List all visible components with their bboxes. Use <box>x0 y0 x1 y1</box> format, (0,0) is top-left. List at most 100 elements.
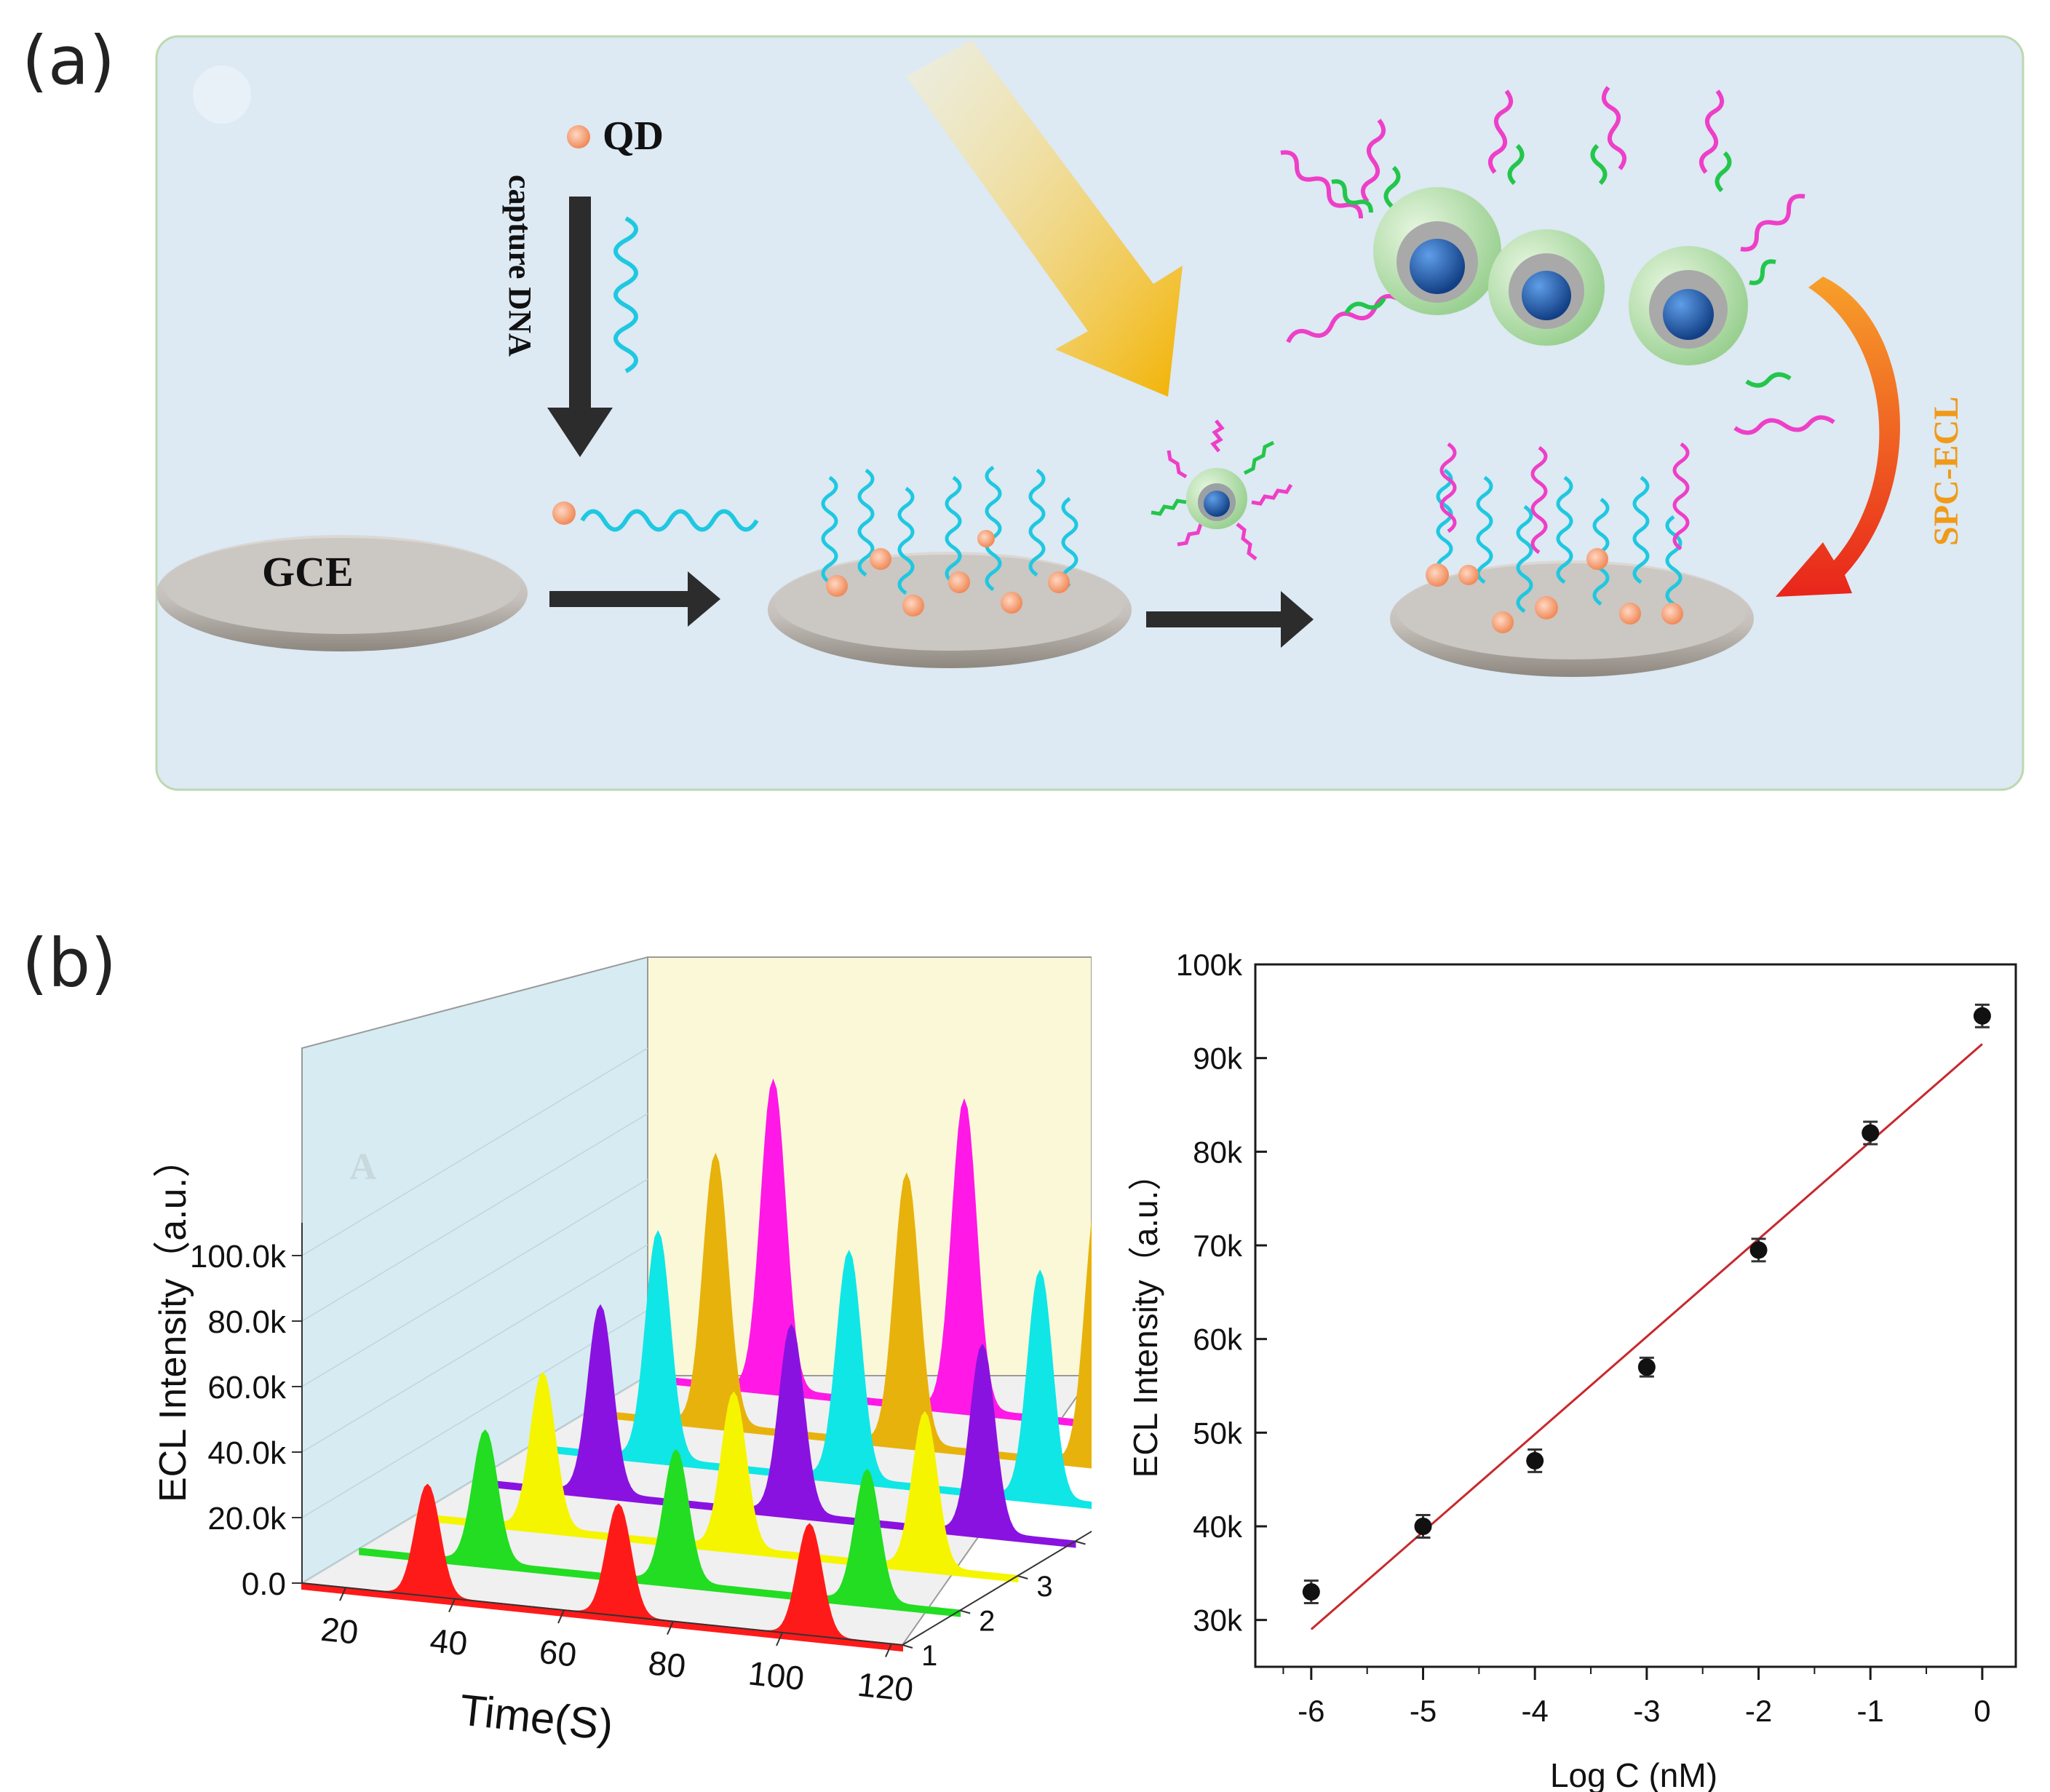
calibration-y-tick-label: 30k <box>1193 1603 1243 1638</box>
spc-ecl-curved-arrow <box>1776 277 1900 597</box>
light-arrow <box>906 40 1183 397</box>
calibration-y-tick-label: 90k <box>1193 1042 1243 1076</box>
waterfall-x-tick <box>339 1587 346 1601</box>
capture-dna-label: capture DNA <box>502 175 538 357</box>
calibration-point <box>1526 1451 1544 1470</box>
calibration-point <box>1749 1241 1768 1259</box>
waterfall-x-tick-label: 80 <box>647 1644 688 1685</box>
step1-arrow-shaft <box>549 591 695 607</box>
calibration-y-tick-label: 40k <box>1193 1510 1243 1544</box>
calibration-point <box>1862 1124 1880 1142</box>
waterfall-wall-gridline <box>301 1113 648 1322</box>
waterfall-x-tick-label: 100 <box>747 1654 806 1697</box>
waterfall-series-5 <box>531 1229 1092 1510</box>
waterfall-x-tick <box>667 1621 674 1635</box>
probe-particle-small <box>1151 419 1293 560</box>
calibration-y-tick-label: 70k <box>1193 1229 1243 1263</box>
calibration-point <box>1637 1358 1656 1376</box>
waterfall-x-tick-label: 60 <box>538 1633 579 1674</box>
waterfall-series-1 <box>301 1483 903 1652</box>
waterfall-z-tick-label: 2 <box>979 1606 995 1638</box>
waterfall-series-4 <box>474 1304 1076 1548</box>
calibration-y-tick-label: 60k <box>1193 1323 1243 1357</box>
capture-dna-horizontal <box>580 509 759 532</box>
waterfall-series <box>301 1078 1092 1652</box>
qd-legend-label: QD <box>603 114 664 159</box>
waterfall-x-tick <box>776 1632 783 1646</box>
calibration-x-tick-label: 0 <box>1974 1694 1990 1728</box>
calibration-x-tick-label: -1 <box>1857 1694 1884 1728</box>
probe-particle-3 <box>1629 90 1835 435</box>
calibration-y-tick-label: 50k <box>1193 1416 1243 1450</box>
waterfall-chart: A 0.0 20.0k 40.0k 60.0k 80.0k 100.0k 20 40 60 80 1… <box>152 956 1092 1750</box>
waterfall-series-2 <box>359 1429 961 1617</box>
waterfall-x-title: Time(S) <box>458 1685 616 1750</box>
waterfall-x-tick-label: 120 <box>856 1665 915 1709</box>
panel-a-scheme: QD capture DNA GCE <box>155 35 2025 791</box>
calibration-plot-frame <box>1254 963 2017 1668</box>
waterfall-y-tick-label: 60.0k <box>207 1370 287 1406</box>
waterfall-series-6 <box>589 1152 1092 1469</box>
waterfall-x-tick <box>885 1644 892 1657</box>
waterfall-z-tick-label: 1 <box>921 1640 937 1672</box>
vertical-arrow-head <box>547 408 613 457</box>
calibration-x-tick-label: -3 <box>1633 1694 1660 1728</box>
waterfall-y-tick-label: 40.0k <box>207 1435 287 1471</box>
waterfall-z-tick <box>959 1609 971 1614</box>
waterfall-y-tick-label: 80.0k <box>207 1304 287 1340</box>
calibration-y-tick-label: 80k <box>1193 1135 1243 1169</box>
waterfall-z-tick <box>1017 1575 1028 1579</box>
probe-particle-2 <box>1488 86 1626 346</box>
waterfall-x-tick-label: 40 <box>429 1621 469 1662</box>
gce-electrode-top <box>164 538 520 634</box>
calibration-point <box>1973 1007 1991 1025</box>
step2-arrow-head <box>1281 591 1314 648</box>
capture-dna-layer-3 <box>1436 468 1682 614</box>
gce-label: GCE <box>262 548 354 595</box>
waterfall-y-title: ECL Intensity（a.u.） <box>152 1140 194 1502</box>
waterfall-watermark: A <box>349 1146 377 1188</box>
calibration-chart: 30k 40k 50k 60k 70k 80k 90k 100k -6 -5 -4 -3 -2 -1 0 E… <box>1127 948 2017 1792</box>
capture-dna-layer <box>821 465 1078 595</box>
calibration-x-title: Log C (nM) <box>1550 1756 1717 1792</box>
waterfall-axes: 0.0 20.0k 40.0k 60.0k 80.0k 100.0k 20 40 60 80 100… <box>190 1223 1092 1708</box>
waterfall-z-tick <box>1075 1540 1086 1545</box>
waterfall-x-axis <box>301 1582 903 1646</box>
scheme-background <box>155 35 2025 791</box>
waterfall-series-3 <box>416 1371 1019 1583</box>
qd-dot <box>552 501 576 525</box>
calibration-y-tick-label: 100k <box>1176 948 1243 982</box>
waterfall-z-tick <box>902 1644 913 1649</box>
panel-b-label: (b) <box>22 924 117 1002</box>
calibration-point <box>1414 1518 1432 1535</box>
probe-particle-1 <box>1280 119 1501 344</box>
calibration-y-title: ECL Intensity（a.u.） <box>1127 1157 1164 1478</box>
waterfall-y-tick-label: 0.0 <box>242 1566 286 1602</box>
gce-electrode-assembled-top <box>1397 563 1747 659</box>
waterfall-series-7 <box>647 1078 1092 1428</box>
panel-a-label: (a) <box>22 22 116 100</box>
spc-ecl-label: SPC-ECL <box>1927 397 1966 546</box>
capture-dna-strand-icon <box>613 216 638 373</box>
gce-electrode-modified-top <box>775 555 1124 651</box>
qd-layer-3 <box>1426 548 1683 633</box>
calibration-points <box>1302 1003 1991 1605</box>
waterfall-wall-gridline <box>301 1178 648 1387</box>
waterfall-z-tick-label: 3 <box>1036 1571 1052 1603</box>
step2-arrow-shaft <box>1146 611 1288 627</box>
waterfall-wall-gridline <box>301 1047 648 1256</box>
calibration-x-tick-label: -6 <box>1298 1694 1324 1728</box>
calibration-x-tick-label: -4 <box>1522 1694 1549 1728</box>
waterfall-x-tick <box>448 1598 456 1613</box>
waterfall-wall-gridline <box>301 1309 648 1518</box>
calibration-point <box>1302 1583 1320 1601</box>
step1-arrow-head <box>688 571 720 627</box>
waterfall-x-tick-label: 20 <box>319 1610 360 1652</box>
calibration-x-tick-label: -2 <box>1745 1694 1772 1728</box>
vertical-arrow-shaft <box>569 197 591 415</box>
waterfall-x-tick <box>557 1609 565 1624</box>
waterfall-wall-gridline <box>301 1244 648 1453</box>
qd-layer <box>826 530 1070 617</box>
calibration-x-tick-label: -5 <box>1410 1694 1437 1728</box>
waterfall-y-tick-label: 100.0k <box>190 1239 287 1274</box>
